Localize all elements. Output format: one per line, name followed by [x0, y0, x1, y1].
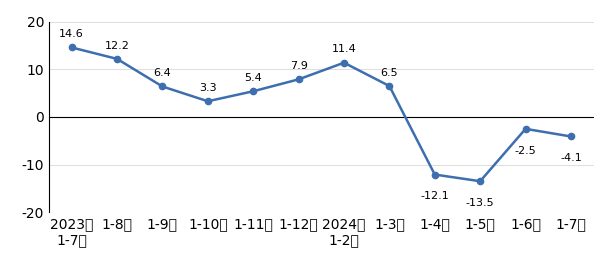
Text: 7.9: 7.9 — [289, 61, 308, 71]
Text: 12.2: 12.2 — [105, 41, 130, 51]
Text: 5.4: 5.4 — [244, 73, 262, 83]
Text: -13.5: -13.5 — [466, 198, 494, 208]
Text: 14.6: 14.6 — [59, 29, 84, 39]
Text: 6.5: 6.5 — [381, 68, 398, 78]
Text: 3.3: 3.3 — [199, 83, 217, 93]
Text: 6.4: 6.4 — [154, 68, 171, 78]
Text: -2.5: -2.5 — [515, 146, 537, 156]
Text: -12.1: -12.1 — [420, 191, 449, 201]
Text: 11.4: 11.4 — [332, 44, 356, 54]
Text: -4.1: -4.1 — [560, 153, 582, 163]
